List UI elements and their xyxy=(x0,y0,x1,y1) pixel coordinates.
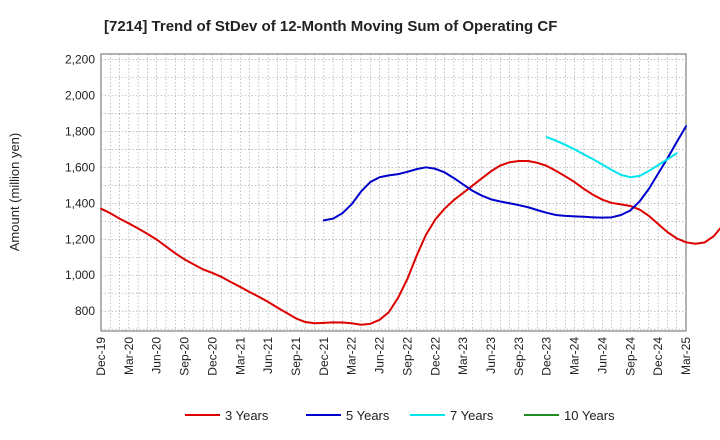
y-axis-ticks: 800 1,000 1,200 1,400 1,600 1,800 2,000 2,200 xyxy=(65,52,95,318)
y-tick-label: 1,600 xyxy=(65,160,95,174)
x-tick-label: Jun-21 xyxy=(261,337,275,374)
series-line-3-years xyxy=(100,160,720,326)
x-tick-label: Mar-23 xyxy=(456,337,470,375)
y-axis-label: Amount (million yen) xyxy=(7,133,22,252)
y-tick-label: 800 xyxy=(75,304,95,318)
y-tick-label: 2,000 xyxy=(65,88,95,102)
legend-label: 10 Years xyxy=(564,408,615,423)
legend-label: 7 Years xyxy=(450,408,494,423)
x-axis-ticks: Dec-19 Mar-20 Jun-20 Sep-20 Dec-20 Mar-21 Jun-… xyxy=(94,337,693,376)
x-tick-label: Jun-23 xyxy=(484,337,498,374)
x-tick-label: Sep-23 xyxy=(512,337,526,376)
series-lines xyxy=(100,125,720,326)
x-tick-label: Sep-20 xyxy=(178,337,192,376)
x-tick-label: Jun-24 xyxy=(595,337,609,374)
y-tick-label: 2,200 xyxy=(65,52,95,66)
x-tick-label: Mar-22 xyxy=(345,337,359,375)
x-tick-label: Mar-20 xyxy=(122,337,136,375)
x-tick-label: Sep-22 xyxy=(400,337,414,376)
horizontal-gridlines xyxy=(101,59,686,330)
x-tick-label: Jun-22 xyxy=(373,337,387,374)
x-tick-label: Mar-24 xyxy=(568,337,582,375)
x-tick-label: Dec-20 xyxy=(205,337,219,376)
y-tick-label: 1,800 xyxy=(65,124,95,138)
y-tick-label: 1,000 xyxy=(65,268,95,282)
x-tick-label: Sep-21 xyxy=(289,337,303,376)
x-tick-label: Sep-24 xyxy=(623,337,637,376)
series-line-5-years xyxy=(322,125,687,222)
legend-label: 3 Years xyxy=(225,408,269,423)
legend-label: 5 Years xyxy=(346,408,390,423)
x-tick-label: Mar-25 xyxy=(679,337,693,375)
legend: 3 Years 5 Years 7 Years 10 Years xyxy=(185,408,615,423)
vertical-gridlines xyxy=(109,54,678,331)
x-tick-label: Dec-24 xyxy=(651,337,665,376)
x-tick-label: Dec-21 xyxy=(317,337,331,376)
x-tick-label: Dec-22 xyxy=(428,337,442,376)
y-tick-label: 1,200 xyxy=(65,232,95,246)
x-tick-label: Dec-19 xyxy=(94,337,108,376)
chart-title: [7214] Trend of StDev of 12-Month Moving… xyxy=(104,18,557,35)
x-tick-label: Jun-20 xyxy=(150,337,164,374)
series-line-7-years xyxy=(545,136,678,179)
x-tick-label: Mar-21 xyxy=(233,337,247,375)
x-tick-label: Dec-23 xyxy=(540,337,554,376)
y-tick-label: 1,400 xyxy=(65,196,95,210)
